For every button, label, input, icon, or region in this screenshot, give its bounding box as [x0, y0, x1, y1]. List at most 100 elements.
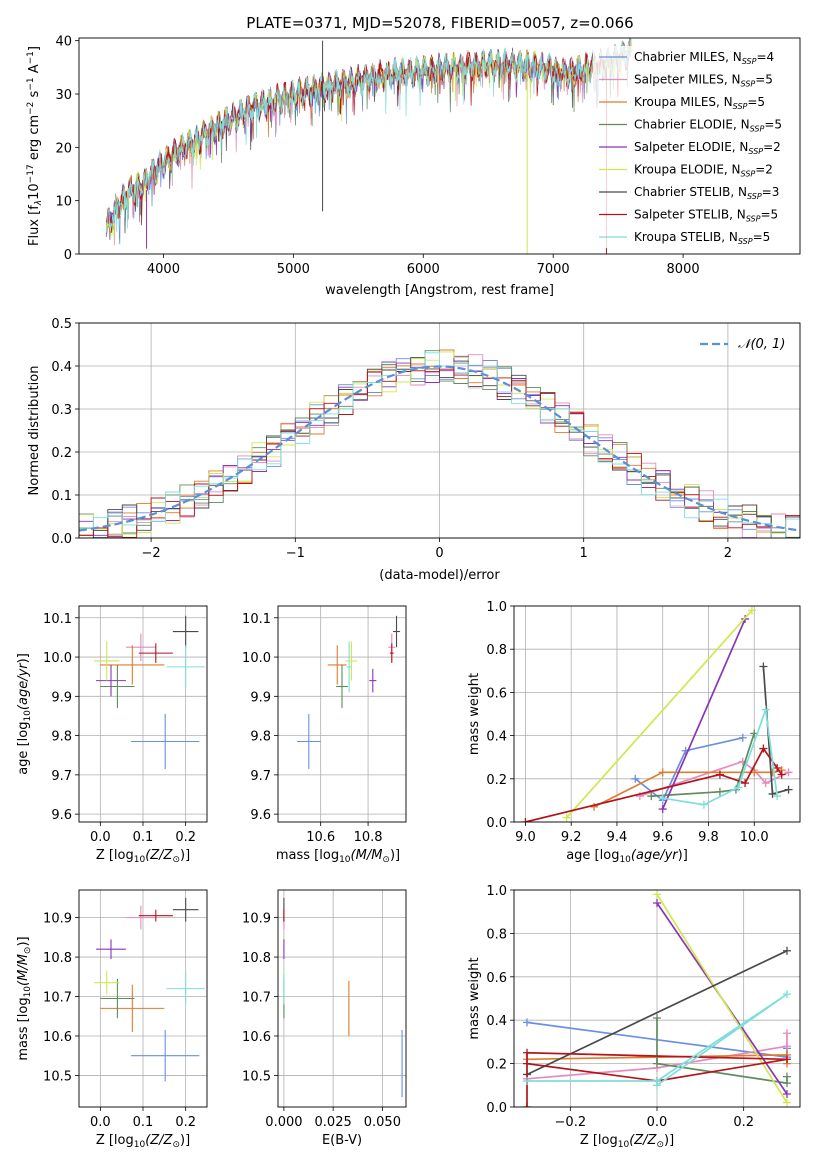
figure-title: PLATE=0371, MJD=52078, FIBERID=0057, z=0… — [246, 14, 633, 32]
errorbar-point-0 — [131, 714, 200, 769]
histogram-panel: −2 −1 0 1 2 0.0 0.1 0.2 0.3 0.4 0.5 𝒩(0, 1) (data-mo… — [27, 317, 801, 583]
y-tick-label: 0.8 — [486, 927, 507, 942]
axes-frame — [277, 605, 407, 823]
y-tick-label: 10.0 — [43, 651, 72, 666]
errorbar-point-4 — [369, 668, 377, 693]
x-tick-label: 9.6 — [652, 830, 673, 845]
spectrum-legend: Chabrier MILES, NSSP=4 Salpeter MILES, NS… — [593, 46, 795, 248]
y-tick-label: 0.4 — [51, 360, 72, 375]
weight-marker-6 — [759, 662, 768, 671]
weight-marker-3 — [647, 792, 656, 801]
weight-marker-5 — [747, 606, 756, 615]
x-tick-label: 0 — [435, 546, 443, 561]
y-axis-label: mass weight — [467, 957, 482, 1039]
weight-marker-6 — [784, 785, 793, 794]
x-tick-label: 0.0 — [90, 830, 111, 845]
weight-marker-7 — [715, 770, 724, 779]
normal-reference-curve — [79, 365, 800, 532]
weight-marker-5 — [783, 1098, 791, 1107]
histogram-series-7 — [79, 368, 800, 538]
errorbar-point-7 — [138, 643, 173, 663]
weight-line-5 — [656, 893, 788, 1104]
x-axis-label: Z [log10(Z/Z⊙)] — [580, 1133, 674, 1150]
legend-entry-6: Chabrier STELIB, NSSP=3 — [634, 185, 779, 201]
spectrum-panel: 4000 5000 6000 7000 8000 0 10 20 30 40 wavelength … — [26, 35, 801, 298]
x-axis-label: age [log10(age/yr)] — [566, 848, 688, 865]
weight-marker-1 — [783, 1029, 791, 1038]
weight-marker-8 — [653, 1081, 661, 1090]
y-tick-label: 0.0 — [486, 816, 507, 831]
errorbar-point-0 — [131, 1030, 200, 1082]
y-tick-label: 1.0 — [486, 600, 507, 615]
y-tick-label: 40 — [55, 35, 72, 50]
y-tick-label: 10.1 — [242, 612, 271, 627]
y-tick-label: 0.6 — [486, 686, 507, 701]
weight-marker-6 — [783, 946, 791, 955]
legend-entry-5: Kroupa ELODIE, NSSP=2 — [634, 163, 773, 179]
axes-frame — [78, 322, 801, 539]
weight-marker-4 — [653, 899, 661, 908]
errorbar-point-5 — [345, 641, 358, 681]
weight-marker-7 — [777, 770, 786, 779]
mass_weight_vs_age-panel: 9.0 9.2 9.4 9.6 9.8 10.0 0.0 0.2 0.4 0.6 0.8 1.0 age… — [467, 600, 801, 865]
x-tick-label: 0.2 — [175, 1115, 196, 1130]
x-axis-label: Z [log10(Z/Z⊙)] — [96, 1133, 190, 1150]
mass_weight_vs_Z-panel: −0.2 0.0 0.2 0.0 0.2 0.4 0.6 0.8 1.0 Z [log10(Z/Z… — [467, 884, 801, 1150]
y-tick-label: 20 — [55, 141, 72, 156]
y-tick-label: 10.5 — [43, 1069, 72, 1084]
errorbar-point-8 — [346, 641, 352, 693]
weight-line-5 — [565, 609, 753, 819]
x-tick-label: 0.2 — [175, 830, 196, 845]
errorbar-point-4 — [96, 664, 126, 697]
weight-marker-6 — [768, 789, 777, 798]
weight-line-0 — [634, 736, 743, 802]
weight-marker-7 — [783, 1055, 791, 1064]
y-tick-label: 9.7 — [250, 769, 271, 784]
y-tick-label: 0.6 — [486, 971, 507, 986]
y-tick-label: 1.0 — [486, 884, 507, 899]
y-tick-label: 10 — [55, 195, 72, 210]
legend-entry-normal: 𝒩(0, 1) — [738, 337, 785, 352]
axes-frame — [277, 889, 407, 1108]
x-tick-label: 4000 — [147, 262, 180, 277]
errorbar-point-2 — [100, 645, 165, 685]
age_vs_Z-panel: 0.0 0.1 0.2 9.6 9.7 9.8 9.9 10.0 10.1 Z [log10(Z/… — [16, 605, 208, 865]
y-tick-label: 0.2 — [486, 1058, 507, 1073]
y-tick-label: 10.0 — [242, 651, 271, 666]
errorbar-point-6 — [172, 897, 199, 922]
y-tick-label: 0.5 — [51, 317, 72, 332]
axes-frame — [78, 37, 801, 255]
weight-marker-8 — [699, 800, 708, 809]
weight-marker-8 — [734, 783, 743, 792]
histogram-xlabel: (data-model)/error — [379, 568, 500, 583]
x-tick-label: 1 — [580, 546, 588, 561]
weight-marker-2 — [590, 802, 599, 811]
x-tick-label: 0.0 — [90, 1115, 111, 1130]
x-tick-label: 8000 — [667, 262, 700, 277]
x-tick-label: 0.050 — [364, 1115, 401, 1130]
y-tick-label: 0.0 — [51, 532, 72, 547]
errorbar-point-1 — [125, 905, 156, 930]
y-tick-label: 10.9 — [43, 912, 72, 927]
y-tick-label: 30 — [55, 88, 72, 103]
y-axis-label: mass [log10(M/M⊙)] — [16, 936, 33, 1060]
errorbar-point-7 — [389, 643, 394, 663]
legend-entry-1: Salpeter MILES, NSSP=5 — [634, 73, 773, 89]
errorbar-point-2 — [100, 984, 165, 1033]
weight-marker-3 — [653, 1059, 661, 1068]
y-tick-label: 9.6 — [51, 808, 72, 823]
x-tick-label: −0.2 — [555, 1115, 587, 1130]
weight-marker-5 — [562, 813, 571, 822]
errorbar-point-3 — [336, 664, 348, 709]
x-tick-label: 0.0 — [647, 1115, 668, 1130]
weight-marker-7 — [523, 1048, 531, 1057]
axes-frame — [513, 889, 801, 1108]
y-tick-label: 0 — [64, 248, 72, 263]
weight-marker-8 — [783, 990, 791, 999]
y-tick-label: 10.9 — [242, 912, 271, 927]
x-axis-label: Z [log10(Z/Z⊙)] — [96, 848, 190, 865]
weight-marker-2 — [768, 768, 777, 777]
x-tick-label: 9.8 — [698, 830, 719, 845]
legend-entry-0: Chabrier MILES, NSSP=4 — [634, 50, 774, 66]
y-tick-label: 0.1 — [51, 489, 72, 504]
